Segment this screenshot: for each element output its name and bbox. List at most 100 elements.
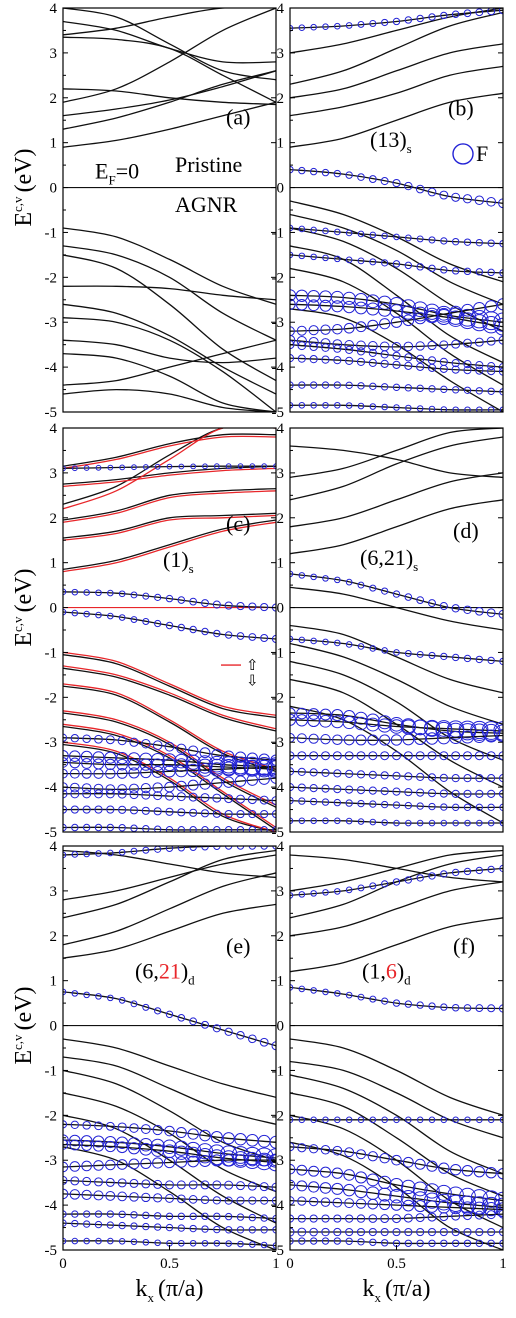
- f-weight-circle: [236, 846, 245, 850]
- f-weight-circle: [487, 1227, 496, 1237]
- band-line-5: [63, 1038, 276, 1099]
- f-weight-circle: [368, 1214, 378, 1223]
- band-line-spin-up-4: [63, 467, 276, 488]
- y-tick-label: 3: [277, 46, 285, 62]
- x-axis-label: kx (π/a): [136, 1276, 204, 1305]
- f-weight-circle: [308, 1196, 319, 1207]
- band-line-spin-up-7: [63, 665, 276, 730]
- f-weight-circle: [141, 790, 151, 800]
- weighted-band-line-10: [63, 1240, 276, 1247]
- f-weight-circle: [94, 1177, 103, 1187]
- f-weight-circle: [176, 743, 187, 754]
- f-weight-circle: [165, 846, 174, 852]
- f-weight-circle: [369, 231, 377, 239]
- f-weight-circle: [259, 795, 269, 805]
- band-line-4: [290, 8, 503, 54]
- f-weight-circle: [486, 336, 496, 346]
- f-weight-circle: [154, 593, 162, 601]
- f-weight-circle: [224, 1180, 234, 1190]
- band-line-1: [290, 65, 503, 117]
- y-tick-label: 2: [50, 511, 58, 527]
- f-weight-circle: [200, 793, 210, 803]
- f-weight-circle: [152, 740, 163, 751]
- f-weight-circle: [310, 987, 317, 994]
- f-weight-circle: [392, 801, 401, 809]
- f-weight-circle: [439, 364, 448, 373]
- f-weight-circle: [345, 381, 353, 390]
- f-weight-circle: [487, 1239, 495, 1247]
- f-weight-circle: [427, 1212, 437, 1222]
- f-weight-circle: [309, 167, 318, 176]
- f-weight-circle: [298, 817, 306, 825]
- band-line-16: [63, 352, 276, 412]
- f-weight-circle: [451, 267, 460, 275]
- f-weight-circle: [260, 846, 268, 850]
- plot-area: [63, 8, 276, 412]
- band-line-8: [63, 8, 276, 81]
- f-weight-circle: [381, 587, 389, 595]
- f-weight-circle: [290, 707, 296, 719]
- f-weight-circle: [185, 754, 201, 770]
- f-weight-circle: [435, 720, 453, 737]
- f-weight-circle: [290, 381, 294, 389]
- f-weight-circle: [498, 335, 503, 345]
- band-line-4: [290, 854, 503, 883]
- f-weight-circle: [381, 1116, 388, 1124]
- f-weight-circle: [451, 1003, 460, 1012]
- f-weight-circle: [290, 298, 296, 310]
- f-weight-circle: [130, 847, 138, 855]
- f-weight-circle: [298, 381, 306, 389]
- f-weight-circle: [63, 789, 68, 799]
- f-weight-circle: [246, 1154, 259, 1167]
- f-weight-circle: [139, 1137, 153, 1152]
- f-weight-circle: [290, 796, 294, 805]
- f-weight-circle: [94, 734, 103, 744]
- f-weight-circle: [463, 338, 472, 348]
- y-tick-label: -3: [45, 735, 58, 751]
- f-weight-circle: [380, 177, 389, 186]
- f-weight-circle: [153, 807, 162, 816]
- band-line-2: [290, 436, 503, 501]
- f-weight-circle: [260, 633, 269, 642]
- f-weight-circle: [105, 1121, 115, 1131]
- y-tick-label: 3: [50, 884, 58, 900]
- band-line-spin-up-1: [63, 514, 276, 541]
- band-line-spin-down-5: [63, 433, 276, 467]
- y-tick-label: 3: [277, 884, 285, 900]
- f-weight-circle: [331, 708, 344, 722]
- f-weight-circle: [267, 760, 276, 779]
- f-weight-circle: [475, 268, 484, 276]
- f-weight-circle: [487, 8, 496, 16]
- f-weight-circle: [428, 1239, 436, 1247]
- f-weight-circle: [357, 230, 365, 238]
- f-weight-circle: [412, 719, 428, 736]
- y-tick-label: -5: [272, 825, 285, 841]
- band-line-15: [63, 339, 276, 364]
- f-weight-circle: [345, 345, 354, 355]
- band-line-0: [290, 92, 503, 148]
- f-weight-circle: [392, 999, 401, 1007]
- f-weight-circle: [165, 1010, 174, 1019]
- f-weight-circle: [224, 1027, 233, 1036]
- plot-area: [290, 849, 503, 1250]
- f-weight-circle: [189, 846, 197, 851]
- f-weight-circle: [116, 1159, 128, 1170]
- f-weight-circle: [463, 789, 472, 798]
- panel-a: 4 3 2 1 0 -1 -2 -3 -4 -5 Ec,v(eV) (a) EF=0 Pristine AG…: [10, 1, 277, 421]
- f-weight-circle: [428, 264, 436, 273]
- f-weight-circle: [379, 1199, 391, 1211]
- config-label: (13)s: [370, 127, 412, 156]
- f-weight-circle: [213, 826, 221, 832]
- y-tick-label: -1: [45, 225, 58, 241]
- y-tick-label: 2: [50, 929, 58, 945]
- f-weight-circle: [463, 1239, 472, 1247]
- f-weight-circle: [392, 1214, 401, 1224]
- f-weight-circle: [259, 1182, 269, 1192]
- band-line-4: [63, 88, 276, 106]
- y-tick-label: 2: [277, 91, 285, 107]
- f-weight-circle: [176, 1194, 186, 1204]
- f-weight-circle: [487, 406, 495, 412]
- f-weight-circle: [188, 1195, 198, 1204]
- band-line-spin-up-10: [63, 723, 276, 829]
- f-weight-circle: [221, 761, 237, 777]
